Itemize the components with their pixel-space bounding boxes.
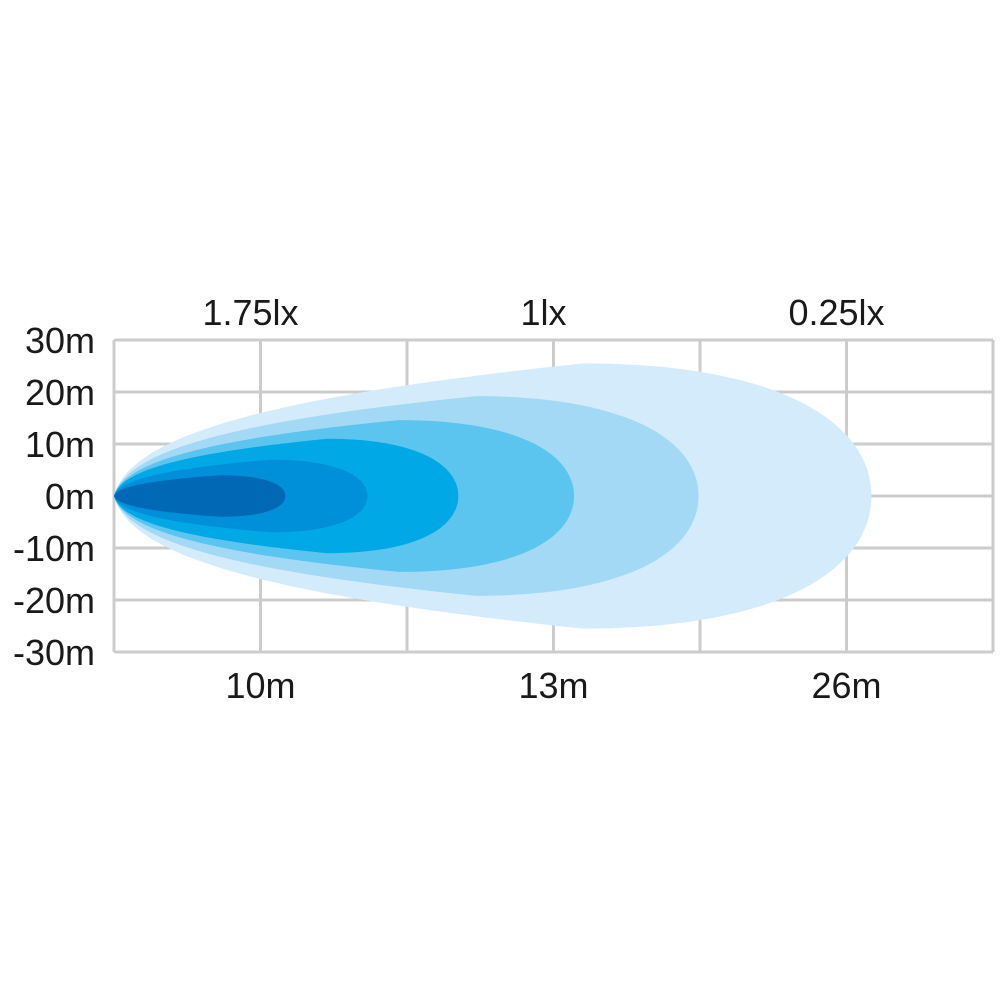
y-tick-label: -20m: [13, 580, 95, 621]
y-tick-label: 20m: [25, 372, 95, 413]
y-tick-label: 10m: [25, 424, 95, 465]
y-tick-label: 30m: [25, 320, 95, 361]
x-tick-label: 10m: [225, 665, 295, 706]
contour-6: [114, 475, 286, 517]
lux-label: 1lx: [520, 292, 566, 333]
y-tick-label: -10m: [13, 528, 95, 569]
lux-label: 0.25lx: [788, 292, 884, 333]
x-tick-label: 26m: [811, 665, 881, 706]
y-tick-label: -30m: [13, 632, 95, 673]
lux-label: 1.75lx: [202, 292, 298, 333]
y-tick-label: 0m: [45, 476, 95, 517]
x-tick-label: 13m: [518, 665, 588, 706]
